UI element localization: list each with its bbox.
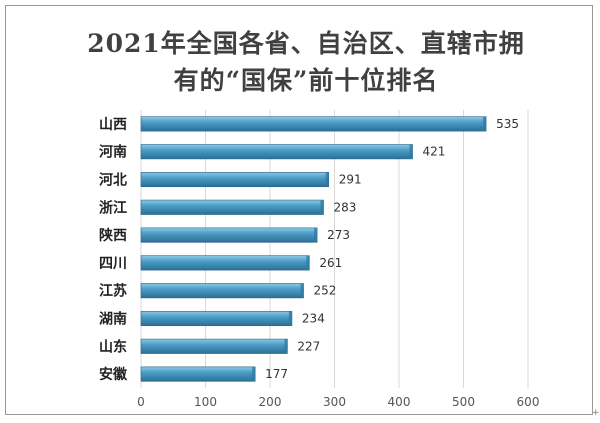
bar bbox=[140, 255, 310, 271]
category-label: 河南 bbox=[99, 144, 127, 161]
data-label: 291 bbox=[339, 173, 362, 187]
bar-cap bbox=[409, 144, 413, 159]
bar-cap bbox=[252, 366, 256, 382]
bar bbox=[140, 199, 324, 215]
chart-frame: 2021年全国各省、自治区、直辖市拥 有的“国保”前十位排名 bbox=[5, 5, 593, 415]
category-label: 江苏 bbox=[99, 283, 127, 300]
category-label: 湖南 bbox=[99, 311, 127, 328]
bar bbox=[140, 283, 304, 299]
labels: 山西 535 河南 421 河北 291 浙江 283 陕西 273 四川 261 江苏 252 湖南 234… bbox=[99, 117, 519, 383]
category-label: 山西 bbox=[99, 117, 127, 133]
bar-cap bbox=[325, 172, 329, 187]
x-tick-label: 300 bbox=[323, 395, 346, 409]
bar bbox=[140, 227, 318, 243]
bar-cap bbox=[314, 227, 318, 243]
data-label: 421 bbox=[423, 145, 446, 159]
bar-cap bbox=[284, 339, 288, 354]
data-label: 261 bbox=[319, 256, 342, 270]
resize-mark: + bbox=[592, 408, 600, 418]
chart-title-line-1: 2021年全国各省、自治区、直辖市拥 bbox=[87, 29, 525, 58]
category-label: 浙江 bbox=[99, 199, 127, 216]
data-label: 283 bbox=[334, 200, 357, 214]
chart-title-line-2: 有的“国保”前十位排名 bbox=[173, 66, 439, 95]
data-label: 234 bbox=[302, 312, 325, 326]
bar-cap bbox=[306, 255, 310, 271]
x-tick-label: 400 bbox=[388, 395, 411, 409]
data-label: 273 bbox=[327, 228, 350, 242]
x-tick-label: 0 bbox=[137, 395, 145, 409]
category-label: 安徽 bbox=[99, 366, 128, 383]
data-label: 177 bbox=[265, 367, 288, 381]
bar-cap bbox=[288, 311, 292, 326]
x-tick-label: 500 bbox=[452, 395, 475, 409]
bars bbox=[140, 116, 487, 382]
category-label: 山东 bbox=[99, 338, 127, 355]
bar-cap bbox=[300, 283, 304, 298]
bar bbox=[140, 171, 329, 188]
bar bbox=[140, 310, 293, 327]
bar-cap bbox=[320, 200, 324, 215]
x-axis-ticks: 0 100 200 300 400 500 600 bbox=[137, 395, 539, 409]
bar bbox=[140, 366, 256, 382]
bar bbox=[140, 116, 487, 132]
bar bbox=[140, 144, 413, 160]
data-label: 227 bbox=[297, 339, 320, 353]
x-tick-label: 600 bbox=[517, 395, 540, 409]
x-tick-label: 100 bbox=[194, 395, 217, 409]
category-label: 四川 bbox=[99, 256, 127, 272]
category-label: 河北 bbox=[99, 172, 127, 189]
data-label: 535 bbox=[496, 117, 519, 131]
data-label: 252 bbox=[314, 284, 337, 298]
bar bbox=[140, 338, 288, 354]
x-tick-label: 200 bbox=[259, 395, 282, 409]
category-label: 陕西 bbox=[99, 227, 127, 244]
bar-cap bbox=[483, 116, 487, 132]
